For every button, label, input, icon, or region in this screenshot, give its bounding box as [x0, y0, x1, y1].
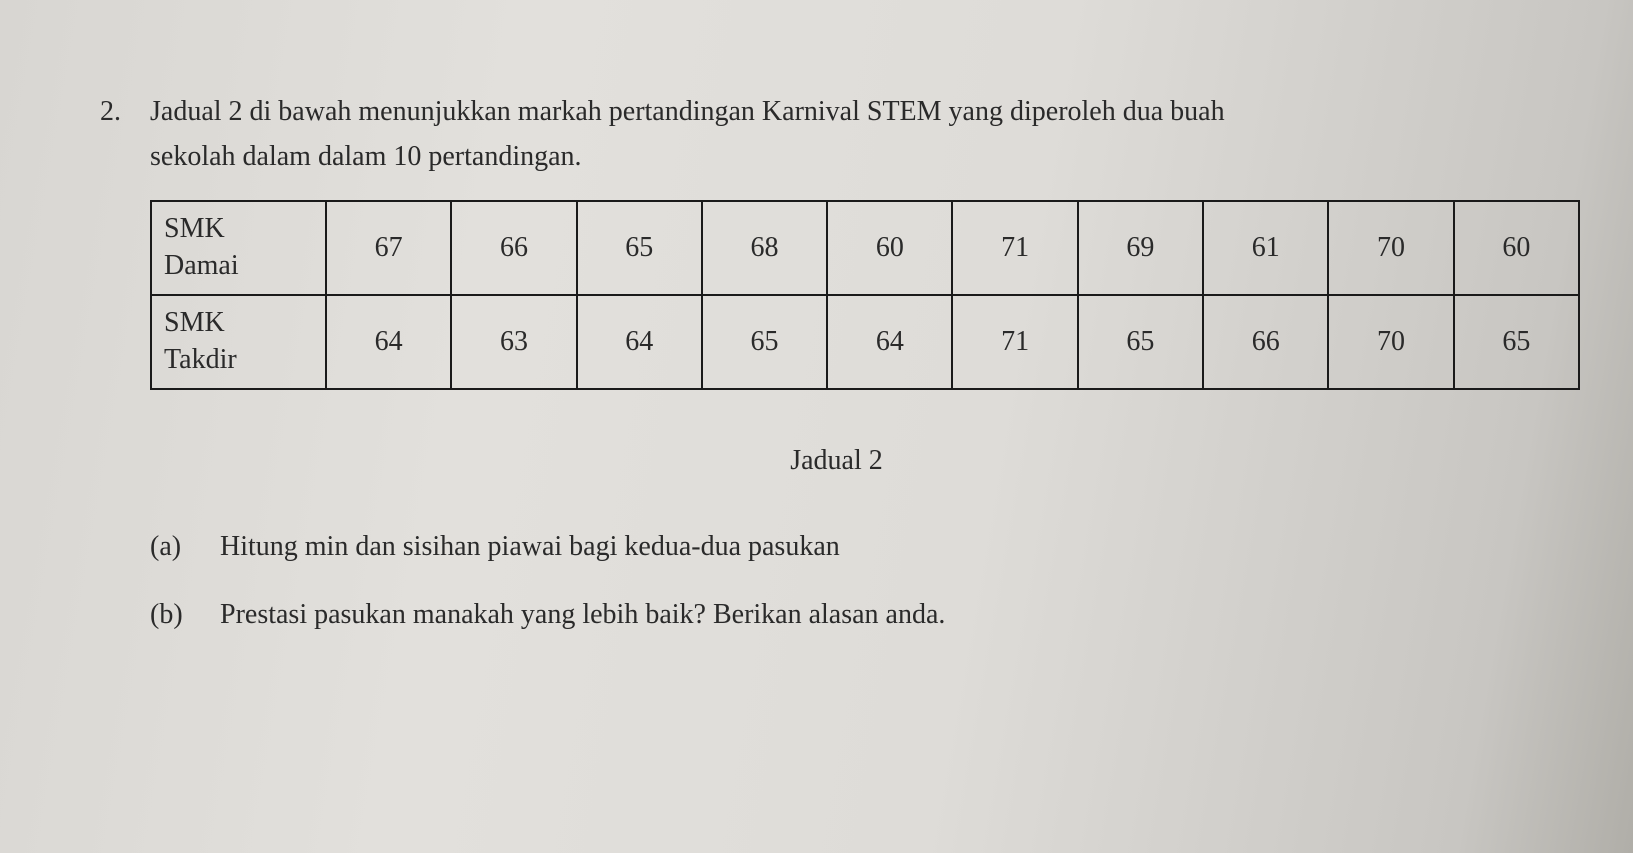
table-cell: 66	[1203, 295, 1328, 389]
table-cell: 61	[1203, 201, 1328, 295]
question-number: 2.	[100, 90, 150, 135]
row-header-damai: SMKDamai	[151, 201, 326, 295]
table-cell: 65	[1454, 295, 1579, 389]
scores-table: SMKDamai 67 66 65 68 60 71 69 61 70 60 S…	[150, 200, 1580, 390]
table-row: SMKTakdir 64 63 64 65 64 71 65 66 70 65	[151, 295, 1579, 389]
subquestion-a: (a) Hitung min dan sisihan piawai bagi k…	[150, 522, 1573, 572]
table-cell: 68	[702, 201, 827, 295]
table-cell: 70	[1328, 201, 1453, 295]
table-row: SMKDamai 67 66 65 68 60 71 69 61 70 60	[151, 201, 1579, 295]
row-header-takdir: SMKTakdir	[151, 295, 326, 389]
table-cell: 67	[326, 201, 451, 295]
table-cell: 60	[827, 201, 952, 295]
table-cell: 71	[952, 201, 1077, 295]
table-cell: 70	[1328, 295, 1453, 389]
table-cell: 65	[1078, 295, 1203, 389]
table-cell: 66	[451, 201, 576, 295]
subquestion-label: (b)	[150, 590, 220, 640]
row-header-label: SMKTakdir	[164, 307, 237, 374]
subquestion-text: Hitung min dan sisihan piawai bagi kedua…	[220, 522, 1573, 572]
table-cell: 65	[577, 201, 702, 295]
table-cell: 64	[827, 295, 952, 389]
question-text: Jadual 2 di bawah menunjukkan markah per…	[150, 90, 1573, 180]
table-cell: 64	[577, 295, 702, 389]
question-line-2: sekolah dalam dalam 10 pertandingan.	[150, 141, 582, 172]
table-cell: 63	[451, 295, 576, 389]
exam-page: 2. Jadual 2 di bawah menunjukkan markah …	[0, 0, 1633, 640]
table-cell: 69	[1078, 201, 1203, 295]
table-cell: 64	[326, 295, 451, 389]
row-header-label: SMKDamai	[164, 213, 239, 280]
subquestion-label: (a)	[150, 522, 220, 572]
question-line-1: Jadual 2 di bawah menunjukkan markah per…	[150, 96, 1225, 127]
question-block: 2. Jadual 2 di bawah menunjukkan markah …	[100, 90, 1573, 180]
table-cell: 71	[952, 295, 1077, 389]
subquestion-text: Prestasi pasukan manakah yang lebih baik…	[220, 590, 1573, 640]
subquestion-b: (b) Prestasi pasukan manakah yang lebih …	[150, 590, 1573, 640]
table-cell: 60	[1454, 201, 1579, 295]
table-caption: Jadual 2	[100, 445, 1573, 477]
table-cell: 65	[702, 295, 827, 389]
